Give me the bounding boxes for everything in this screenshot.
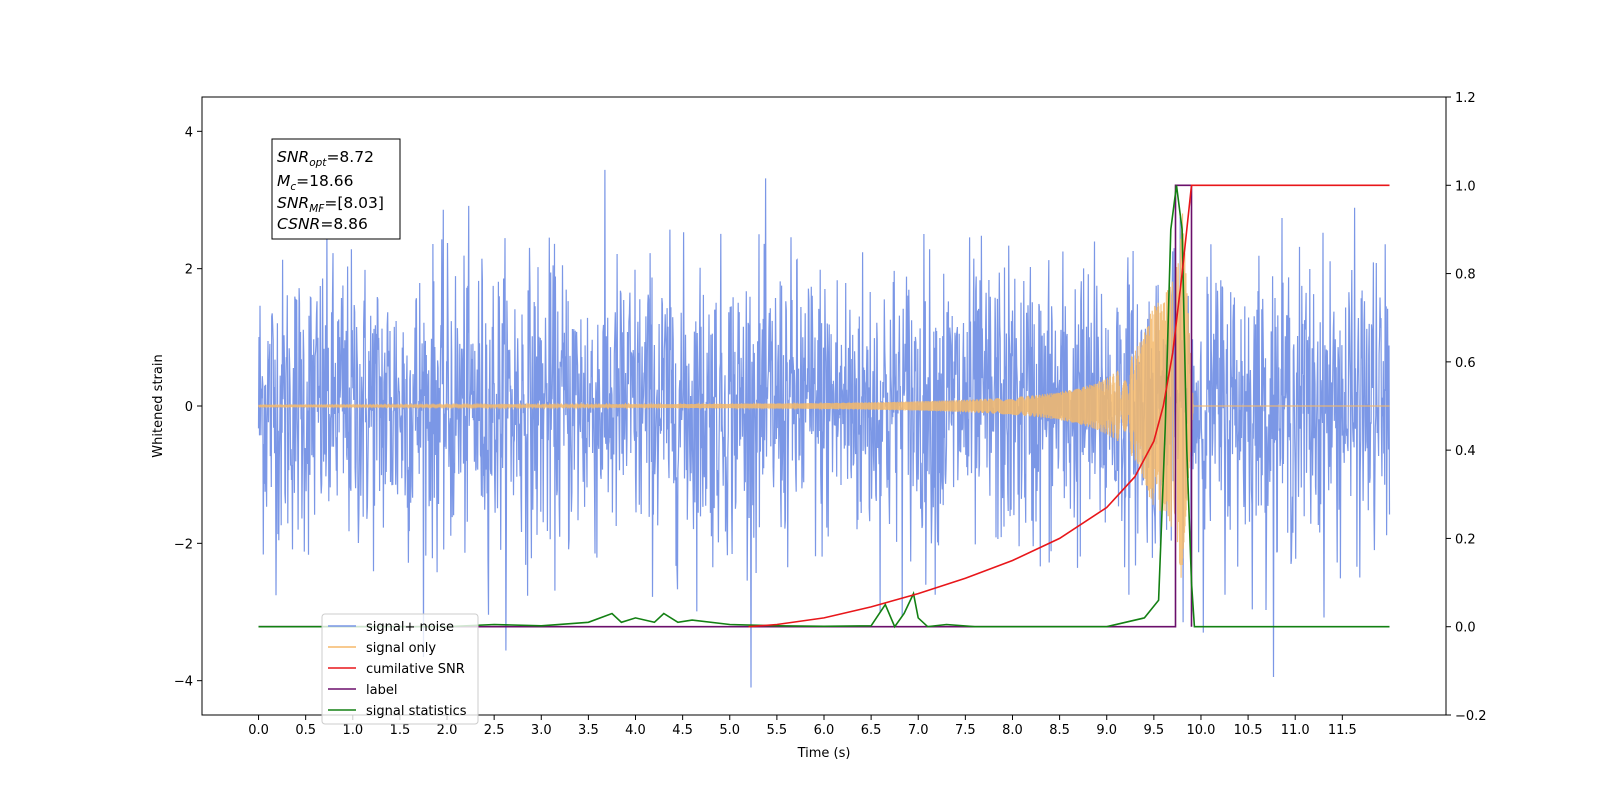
x-tick-label: 1.5 (390, 723, 411, 738)
snr-opt-annotation: SNRopt=8.72 (277, 148, 374, 169)
mc-annotation: Mc=18.66 (277, 172, 354, 193)
x-tick-label: 3.5 (578, 723, 599, 738)
x-tick-label: 9.0 (1096, 723, 1117, 738)
legend-label: label (366, 683, 397, 698)
legend-label: signal statistics (366, 704, 467, 719)
x-axis: 0.0 0.5 1.0 1.5 2.0 2.5 3.0 3.5 4.0 4.5 5.0 5.5 6.0 6… (248, 715, 1357, 738)
y-right-tick-label: 1.2 (1455, 91, 1476, 106)
y-left-tick-label: 0 (185, 400, 193, 415)
csnr-annotation: CSNR=8.86 (277, 215, 368, 233)
legend-label: signal only (366, 641, 436, 656)
legend-label: signal+ noise (366, 620, 454, 635)
y-right-tick-label: 1.0 (1455, 179, 1476, 194)
legend-item-cumulative-snr: cumilative SNR (328, 662, 465, 677)
x-tick-label: 7.0 (908, 723, 929, 738)
x-tick-label: 0.5 (295, 723, 316, 738)
y-axis-left: −4 −2 0 2 4 (174, 125, 202, 690)
y-right-tick-label: 0.0 (1455, 621, 1476, 636)
y-left-tick-label: −2 (174, 537, 193, 552)
legend-item-signal-statistics: signal statistics (328, 704, 467, 719)
x-tick-label: 1.0 (342, 723, 363, 738)
series-signal-only-line (257, 213, 1390, 578)
x-tick-label: 0.0 (248, 723, 269, 738)
x-axis-label: Time (s) (797, 746, 851, 761)
series-signal-statistics-line (258, 185, 1390, 629)
x-tick-label: 10.5 (1234, 723, 1263, 738)
x-tick-label: 6.5 (861, 723, 882, 738)
x-tick-label: 2.5 (484, 723, 505, 738)
legend-label: cumilative SNR (366, 662, 465, 677)
y-right-tick-label: 0.4 (1455, 444, 1476, 459)
legend-item-signal-noise: signal+ noise (328, 620, 454, 635)
y-right-tick-label: 0.8 (1455, 268, 1476, 283)
y-axis-label: Whitened strain (151, 354, 166, 457)
x-tick-label: 8.0 (1002, 723, 1023, 738)
x-tick-label: 11.0 (1281, 723, 1310, 738)
x-tick-label: 4.0 (625, 723, 646, 738)
legend-item-signal-only: signal only (328, 641, 436, 656)
x-tick-label: 3.0 (531, 723, 552, 738)
legend: signal+ noise signal only cumilative SNR… (321, 613, 479, 725)
x-tick-label: 5.5 (767, 723, 788, 738)
series-cumulative-snr-line (748, 184, 1390, 628)
y-left-tick-label: 4 (185, 125, 193, 140)
y-right-tick-label: −0.2 (1455, 709, 1487, 724)
x-tick-label: 4.5 (672, 723, 693, 738)
x-tick-label: 8.5 (1049, 723, 1070, 738)
y-left-tick-label: −4 (174, 675, 193, 690)
y-right-tick-label: 0.2 (1455, 532, 1476, 547)
x-tick-label: 11.5 (1328, 723, 1357, 738)
legend-item-label: label (328, 683, 397, 698)
annotation-box: SNRopt=8.72 Mc=18.66 SNRMF=[8.03] CSNR=8… (271, 138, 401, 240)
series-layer (257, 169, 1391, 688)
y-right-tick-label: 0.6 (1455, 356, 1476, 371)
x-tick-label: 7.5 (955, 723, 976, 738)
y-left-tick-label: 2 (185, 263, 193, 278)
series-label-line (258, 184, 1193, 628)
x-tick-label: 9.5 (1144, 723, 1165, 738)
series-signal-noise-line (257, 169, 1391, 688)
x-tick-label: 6.0 (814, 723, 835, 738)
x-tick-label: 5.0 (719, 723, 740, 738)
x-tick-label: 10.0 (1186, 723, 1215, 738)
y-axis-right: −0.2 0.0 0.2 0.4 0.6 0.8 1.0 1.2 (1446, 91, 1487, 724)
snr-mf-annotation: SNRMF=[8.03] (277, 194, 384, 215)
x-tick-label: 2.0 (437, 723, 458, 738)
